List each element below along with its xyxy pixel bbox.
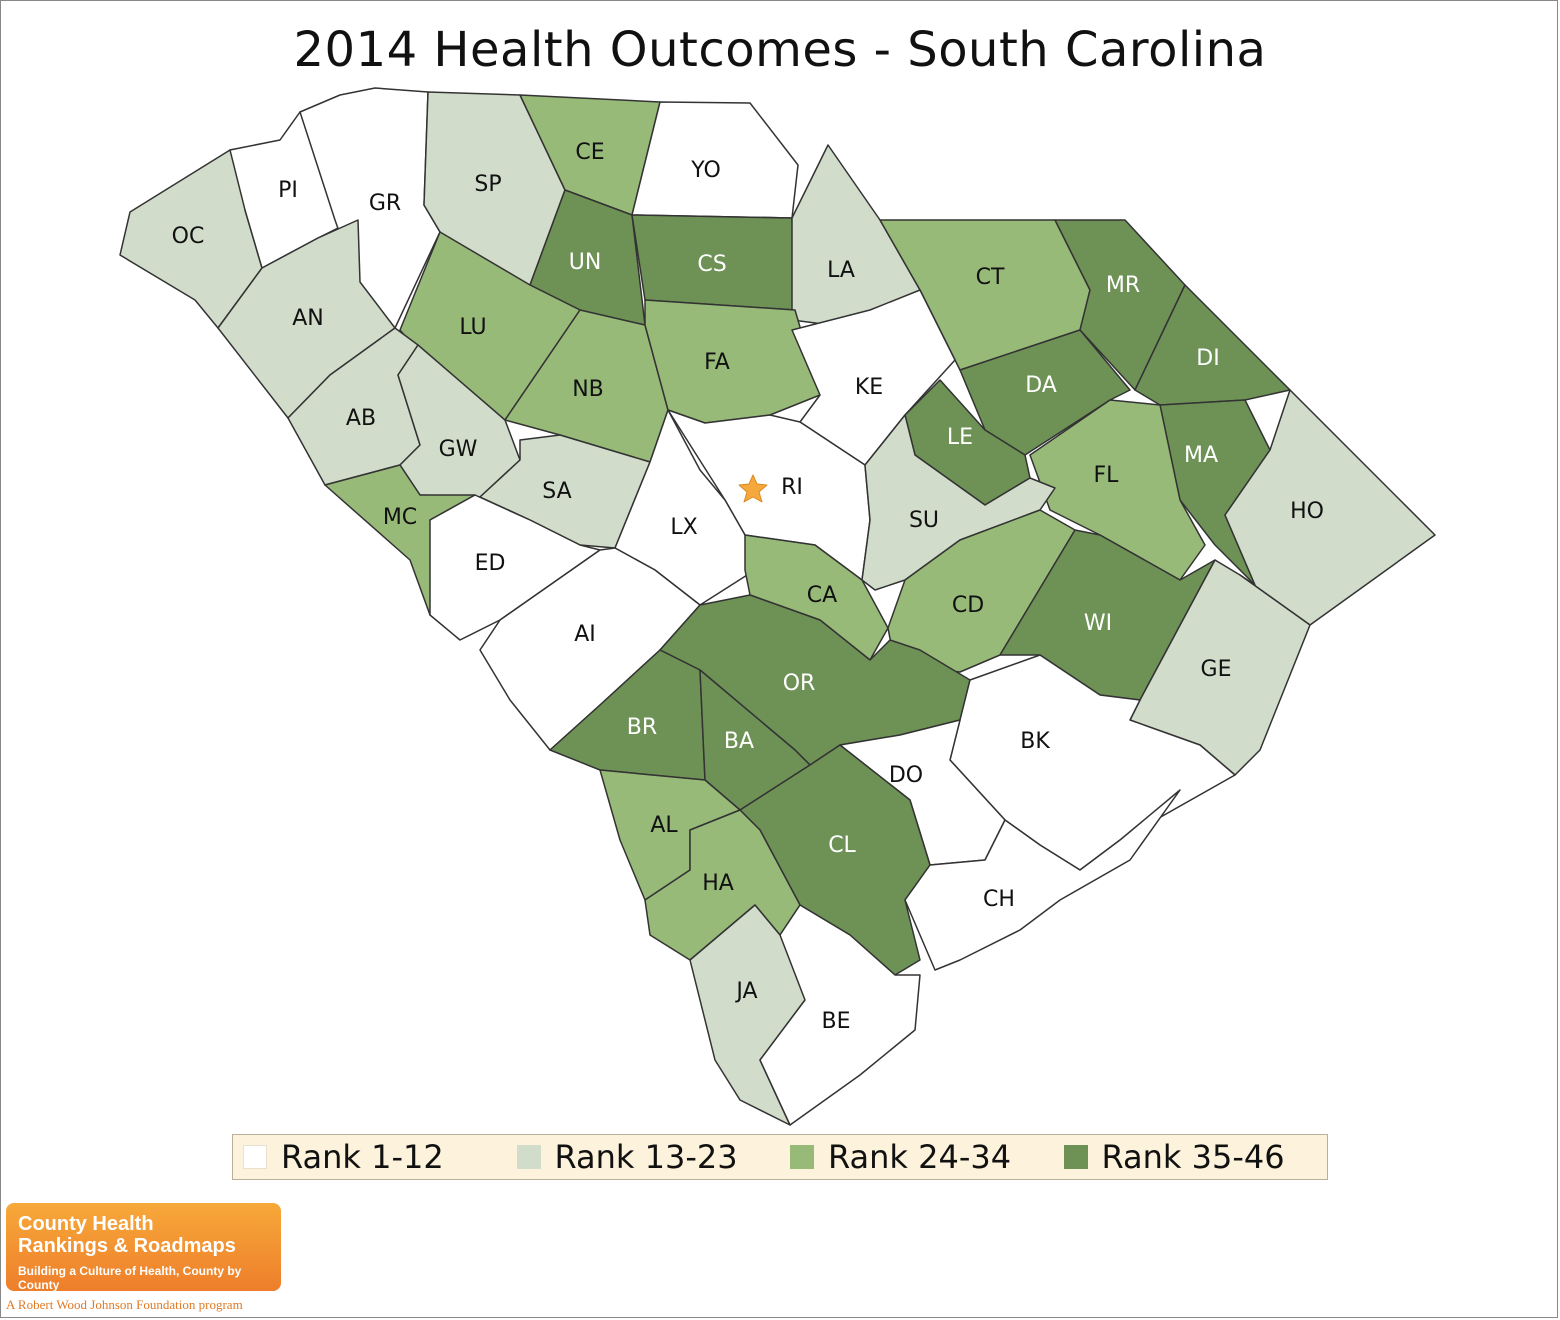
county-label-ai: AI [574,622,596,647]
legend-swatch [1063,1145,1088,1169]
county-label-ja: JA [734,979,757,1004]
county-label-ed: ED [475,551,506,576]
county-label-yo: YO [690,158,721,183]
county-label-ha: HA [702,871,734,896]
county-label-oc: OC [172,224,205,249]
county-label-su: SU [909,508,939,533]
county-label-bk: BK [1020,729,1050,754]
legend: Rank 1-12 Rank 13-23 Rank 24-34 Rank 35-… [232,1134,1328,1180]
county-label-ct: CT [976,265,1005,290]
county-label-ch: CH [983,887,1015,912]
county-label-sp: SP [474,172,501,197]
county-label-fa: FA [704,350,730,375]
county-be[interactable] [759,904,921,1126]
county-label-ca: CA [807,583,837,608]
county-label-br: BR [627,715,657,740]
county-label-or: OR [783,671,816,696]
county-label-di: DI [1196,346,1219,371]
county-label-ho: HO [1290,499,1324,524]
county-label-gw: GW [439,437,478,462]
county-ch[interactable] [904,789,1181,971]
county-label-la: LA [827,258,855,283]
legend-label: Rank 13-23 [554,1138,738,1176]
county-label-gr: GR [369,191,401,216]
south-carolina-map: OC PI GR SP CE YO AN UN CS LA CT MR LU NB FA KE DA DI AB GW… [119,87,1436,1126]
legend-item-rank-35-46: Rank 35-46 [1063,1138,1328,1176]
county-label-be: BE [822,1009,851,1034]
county-label-ge: GE [1201,657,1232,682]
map-title: 2014 Health Outcomes - South Carolina [293,22,1267,78]
legend-label: Rank 35-46 [1101,1138,1285,1176]
county-label-ce: CE [575,140,604,165]
county-health-rankings-logo[interactable]: County Health Rankings & Roadmaps Buildi… [6,1203,281,1292]
county-label-do: DO [889,763,923,788]
logo-line-1: County Health [18,1213,154,1235]
county-shapes [119,87,1436,1126]
county-label-ba: BA [724,729,754,754]
county-label-nb: NB [572,377,604,402]
legend-swatch [516,1145,541,1169]
county-label-cl: CL [828,833,856,858]
county-label-sa: SA [542,479,571,504]
county-label-lx: LX [670,515,697,540]
county-label-lu: LU [459,315,486,340]
legend-swatch [790,1145,814,1169]
county-label-al: AL [650,813,678,838]
county-label-an: AN [292,306,324,331]
legend-item-rank-13-23: Rank 13-23 [516,1138,781,1176]
county-label-ri: RI [781,475,803,500]
county-label-ab: AB [346,406,376,431]
county-label-cs: CS [697,252,726,277]
legend-swatch [243,1145,267,1169]
county-fl[interactable] [1029,399,1206,581]
county-label-pi: PI [278,178,298,203]
county-label-mc: MC [383,505,417,530]
county-label-ke: KE [855,375,883,400]
legend-label: Rank 1-12 [281,1138,444,1176]
county-label-fl: FL [1094,463,1120,488]
county-label-un: UN [569,250,602,275]
capital-star-icon [738,474,768,503]
county-label-wi: WI [1084,611,1112,636]
legend-item-rank-1-12: Rank 1-12 [243,1138,507,1176]
county-label-cd: CD [952,593,984,618]
legend-item-rank-24-34: Rank 24-34 [790,1138,1054,1176]
county-label-ma: MA [1184,443,1218,468]
county-labels: OC PI GR SP CE YO AN UN CS LA CT MR LU NB FA KE DA DI AB GW… [172,140,1324,1034]
county-label-da: DA [1025,373,1057,398]
logo-tagline: Building a Culture of Health, County by … [18,1264,242,1292]
logo-line-2: Rankings & Roadmaps [18,1235,236,1257]
county-label-mr: MR [1106,273,1140,298]
legend-label: Rank 24-34 [828,1138,1012,1176]
county-fa[interactable] [644,299,821,424]
county-yo[interactable] [631,101,799,219]
county-label-le: LE [947,425,973,450]
logo-subtitle: A Robert Wood Johnson Foundation program [6,1297,243,1312]
